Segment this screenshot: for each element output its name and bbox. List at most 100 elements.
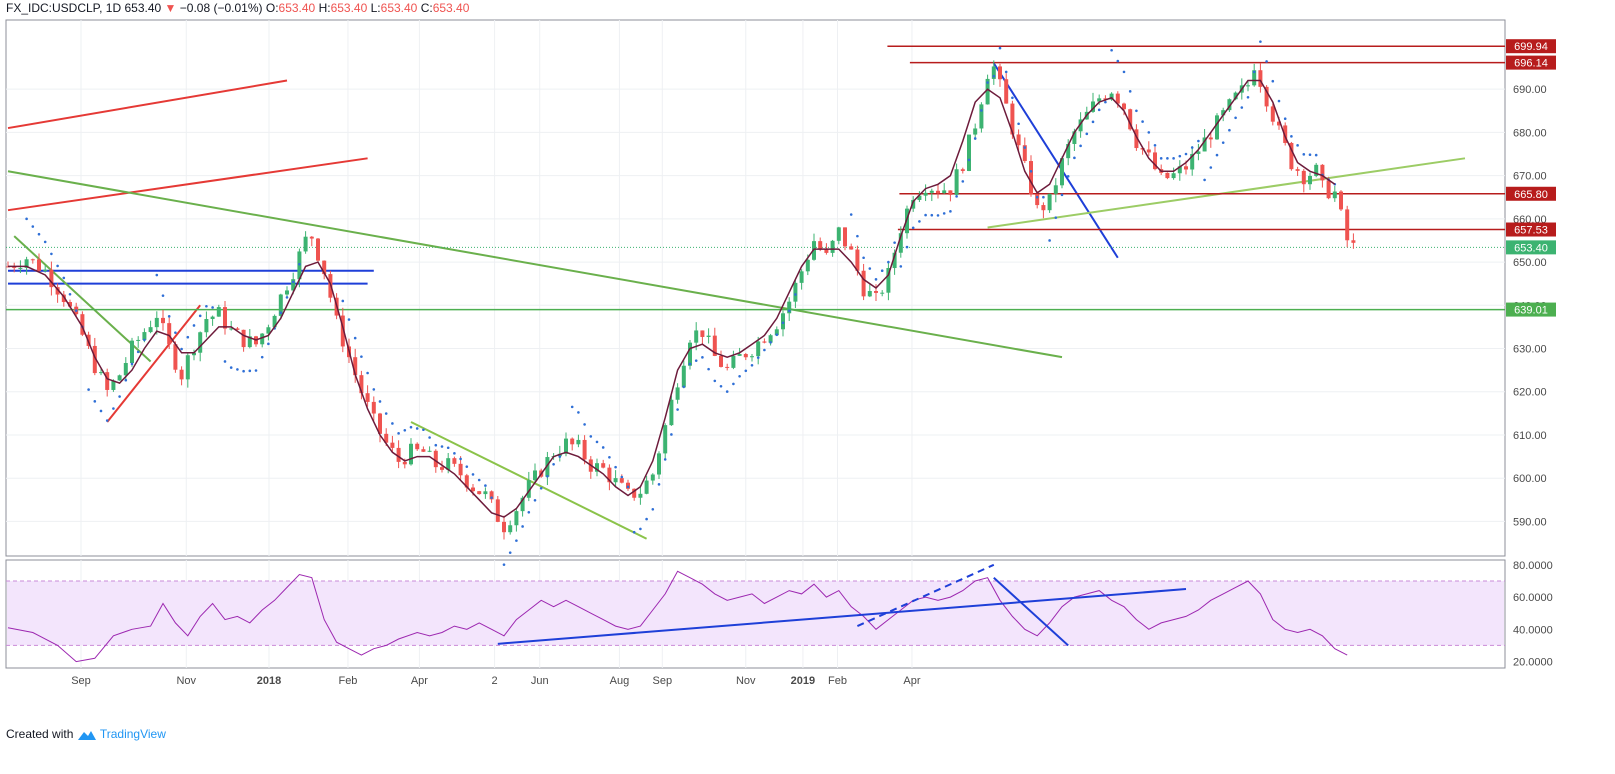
- psar-dot: [719, 384, 723, 388]
- price-tag: [1506, 222, 1556, 237]
- candle-body: [1047, 193, 1052, 211]
- psar-dot: [539, 486, 543, 490]
- trendline: [106, 304, 201, 423]
- psar-dot: [893, 241, 896, 244]
- candle-body: [1301, 170, 1306, 185]
- psar-dot: [434, 443, 438, 447]
- candle-body: [526, 480, 531, 498]
- candle-body: [464, 475, 469, 488]
- candle-body: [582, 439, 587, 460]
- psar-dot: [930, 213, 934, 217]
- psar-dot: [781, 321, 785, 325]
- ma-line: [8, 79, 1336, 518]
- psar-dot: [74, 309, 78, 312]
- candle-body: [1345, 209, 1350, 241]
- psar-dot: [118, 395, 121, 398]
- candle-body: [743, 354, 748, 358]
- candle-body: [111, 380, 116, 390]
- psar-dot: [533, 498, 537, 502]
- candle-body: [1060, 158, 1064, 186]
- candle-body: [192, 352, 196, 356]
- psar-dot: [1023, 146, 1027, 149]
- candle-body: [762, 341, 767, 343]
- high-value: 653.40: [330, 1, 368, 15]
- y-tick-label: 630.00: [1513, 344, 1547, 356]
- close-value: 653.40: [432, 1, 470, 15]
- candle-body: [1115, 93, 1120, 104]
- psar-dot: [56, 264, 59, 268]
- psar-dot: [1190, 146, 1194, 149]
- candle-body: [365, 393, 370, 402]
- rsi-pane-frame: [5, 559, 1506, 669]
- candle-body: [415, 443, 420, 450]
- trendline: [13, 235, 152, 363]
- psar-dot: [223, 360, 227, 363]
- psar-dot: [1240, 106, 1244, 109]
- price-tag: [1506, 55, 1556, 70]
- candle-body: [985, 78, 990, 105]
- candle-body: [210, 316, 215, 320]
- psar-dot: [341, 299, 345, 303]
- y-tick-label: 690.00: [1513, 84, 1547, 96]
- candle-body: [1053, 185, 1058, 194]
- candle-body: [303, 236, 308, 252]
- candle-body: [750, 356, 754, 358]
- y-tick-label: 620.00: [1513, 387, 1547, 399]
- psar-dot: [446, 446, 450, 450]
- candle-body: [638, 493, 643, 498]
- psar-dot: [787, 309, 791, 313]
- psar-dot: [1159, 157, 1163, 160]
- psar-dot: [1166, 157, 1169, 160]
- price-tag-label: 699.94: [1514, 41, 1548, 53]
- psar-dot: [502, 563, 506, 566]
- candle-body: [632, 488, 637, 498]
- psar-dot: [279, 311, 283, 315]
- psar-dot: [143, 338, 146, 342]
- psar-dot: [775, 333, 779, 337]
- candle-body: [694, 330, 699, 343]
- candle-body: [1295, 169, 1300, 171]
- chart-canvas[interactable]: 590.00600.00610.00620.00630.00640.00650.…: [0, 0, 1615, 722]
- psar-dot: [880, 269, 884, 273]
- psar-dot: [242, 369, 245, 373]
- psar-dot: [1302, 153, 1306, 156]
- x-tick-label: Nov: [176, 675, 196, 687]
- psar-dot: [68, 292, 72, 296]
- psar-dot: [701, 356, 704, 359]
- candle-body: [1190, 153, 1195, 170]
- candle-body: [390, 442, 395, 448]
- candle-body: [378, 413, 382, 434]
- x-tick-label: Jun: [531, 675, 549, 687]
- psar-dot: [750, 364, 754, 367]
- psar-dot: [955, 195, 958, 198]
- candle-body: [291, 279, 296, 291]
- candle-body: [613, 478, 618, 483]
- candle-body: [1215, 115, 1219, 140]
- candle-body: [954, 169, 959, 195]
- candle-body: [830, 240, 835, 253]
- psar-dot: [936, 214, 940, 217]
- psar-dot: [856, 234, 859, 238]
- candle-body: [911, 199, 916, 209]
- psar-dot: [397, 432, 400, 435]
- candle-body: [855, 249, 860, 271]
- tradingview-link[interactable]: TradingView: [99, 727, 166, 741]
- psar-dot: [608, 456, 611, 459]
- created-with-label: Created with: [6, 727, 74, 741]
- candle-body: [737, 354, 742, 356]
- psar-dot: [360, 355, 363, 358]
- candle-body: [824, 249, 829, 253]
- candle-body: [793, 282, 798, 302]
- psar-dot: [626, 485, 630, 489]
- candle-body: [601, 463, 606, 468]
- candle-body: [371, 401, 376, 414]
- psar-dot: [986, 81, 989, 84]
- psar-dot: [682, 385, 686, 389]
- psar-dot: [756, 356, 760, 359]
- price-tag: [1506, 302, 1556, 317]
- candle-body: [266, 327, 271, 334]
- grid: [5, 19, 1506, 669]
- parabolic-sar: [25, 40, 1337, 566]
- candle-body: [948, 190, 953, 195]
- psar-dot: [1271, 79, 1275, 83]
